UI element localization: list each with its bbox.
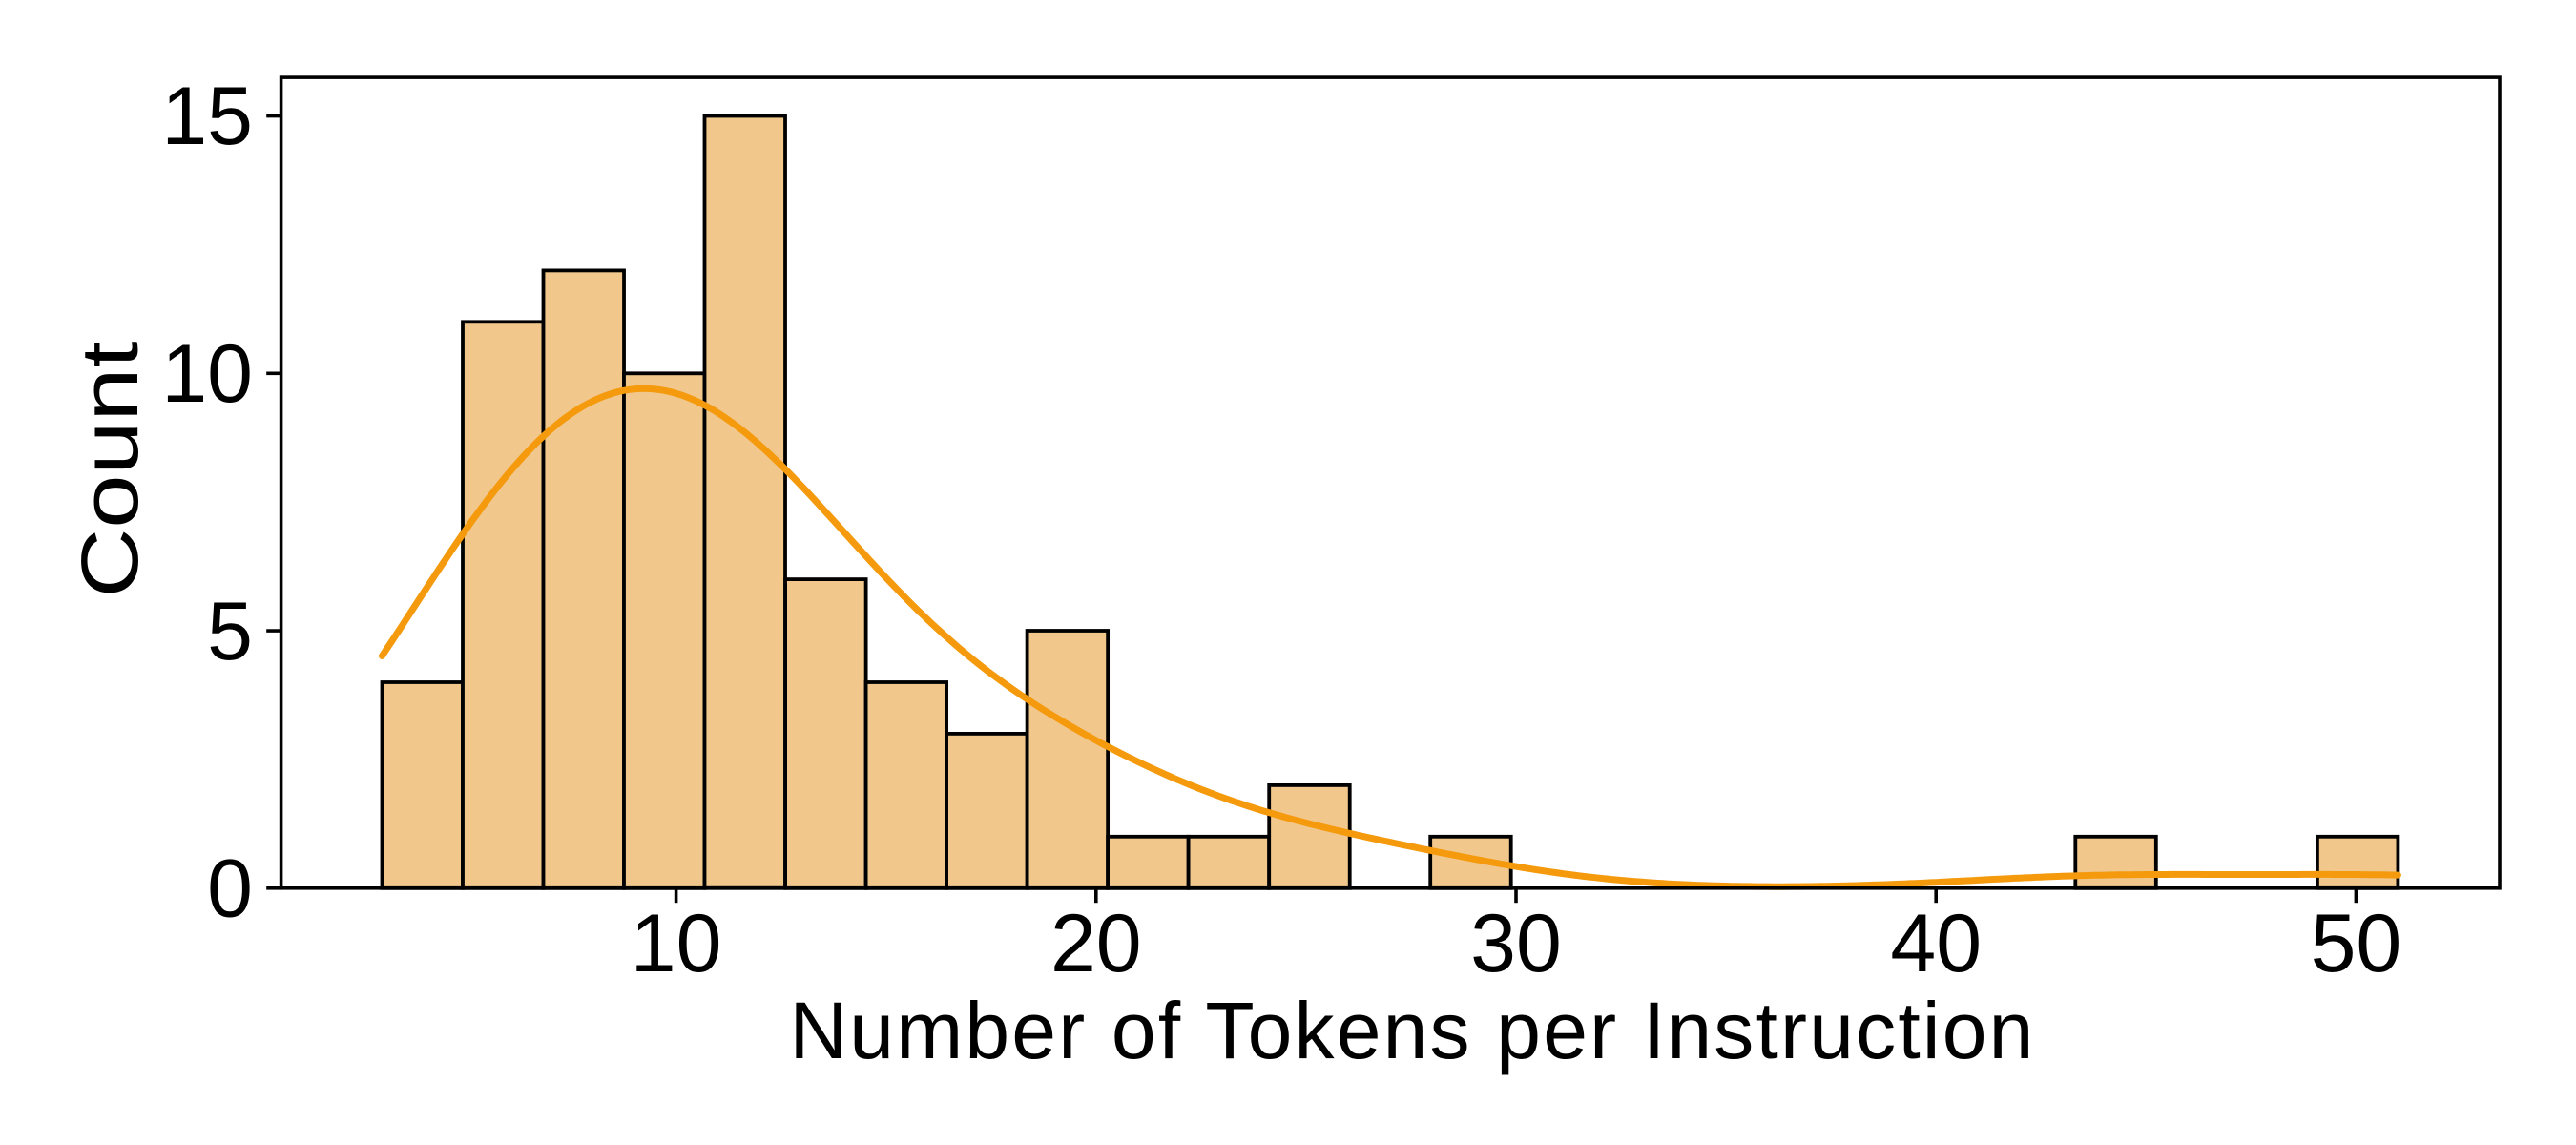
svg-text:0: 0 bbox=[207, 843, 253, 935]
svg-text:5: 5 bbox=[207, 586, 253, 677]
svg-text:20: 20 bbox=[1050, 898, 1142, 989]
svg-text:15: 15 bbox=[161, 71, 253, 162]
svg-text:Number of Tokens per Instructi: Number of Tokens per Instruction bbox=[789, 986, 2035, 1075]
svg-text:40: 40 bbox=[1890, 898, 1982, 989]
svg-text:30: 30 bbox=[1470, 898, 1562, 989]
svg-text:Count: Count bbox=[65, 341, 155, 597]
svg-text:10: 10 bbox=[631, 898, 722, 989]
svg-text:50: 50 bbox=[2311, 898, 2402, 989]
svg-text:10: 10 bbox=[161, 328, 253, 420]
